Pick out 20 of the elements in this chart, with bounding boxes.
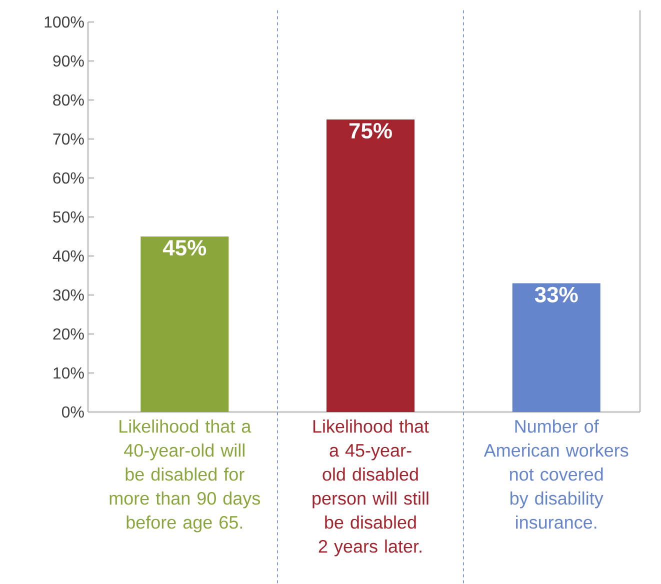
y-tick-label: 50% — [53, 211, 84, 223]
data-label: 45% — [162, 240, 206, 256]
bar — [512, 283, 600, 412]
y-tick-label: 30% — [53, 289, 84, 301]
data-label: 75% — [349, 123, 392, 139]
data-label: 33% — [534, 286, 578, 302]
y-tick-label: 40% — [52, 250, 84, 262]
x-tick-label: Likelihood that a 45-year-old disabled person will still be disabled 2 years later. — [312, 420, 429, 556]
y-tick-label: 80% — [53, 94, 84, 106]
bar — [326, 119, 415, 412]
bar — [140, 236, 229, 412]
y-tick-label: 70% — [53, 133, 84, 145]
y-tick-label: 0% — [62, 406, 84, 418]
y-tick-label: 60% — [53, 172, 84, 184]
x-tick-label: Number of American workers not covered by disability insurance. — [484, 420, 628, 529]
y-tick-label: 10% — [54, 367, 84, 379]
y-tick-label: 100% — [44, 16, 84, 28]
x-tick-label: Likelihood that a 40-year-old will be disabled for more than 90 days before age 65. — [110, 420, 260, 532]
y-tick-label: 90% — [53, 55, 84, 67]
y-tick-label: 20% — [53, 328, 84, 340]
